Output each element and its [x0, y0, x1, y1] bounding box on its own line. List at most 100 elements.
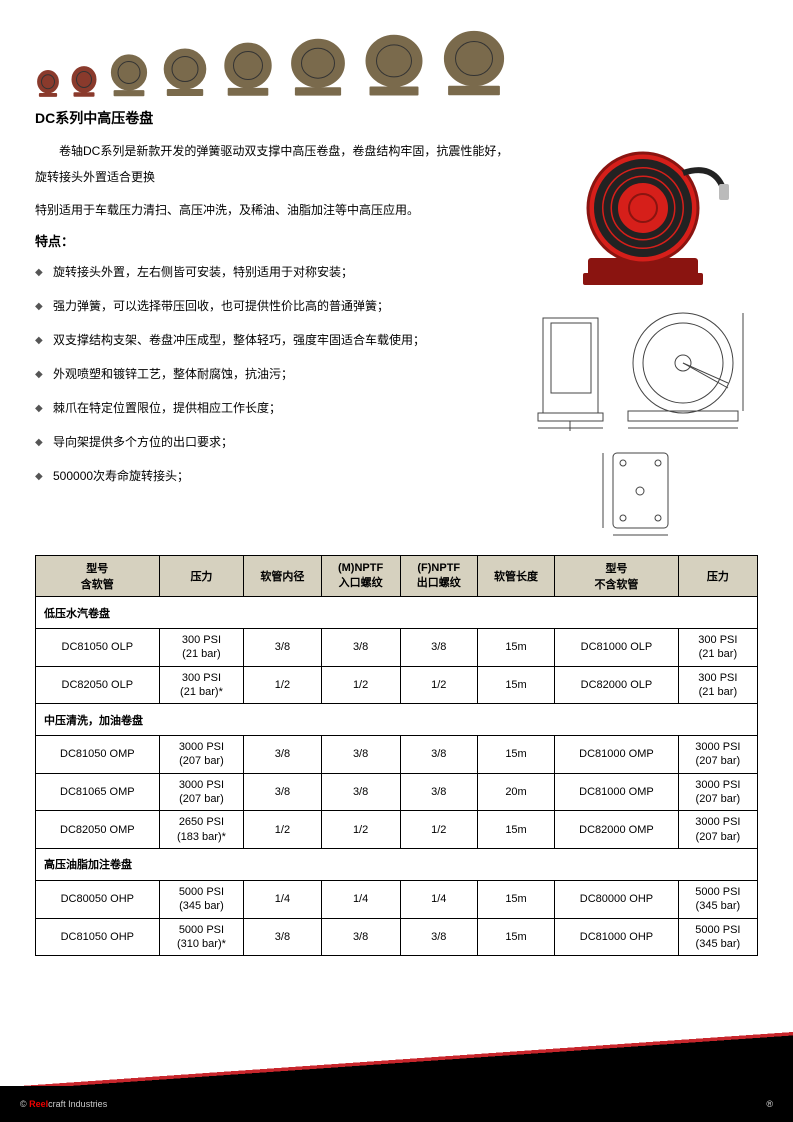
feature-item: 双支撑结构支架、卷盘冲压成型，整体轻巧，强度牢固适合车载使用；: [53, 328, 518, 352]
table-cell: 3/8: [321, 736, 400, 774]
table-cell: DC82050 OMP: [36, 811, 160, 849]
table-row: DC80050 OHP5000 PSI(345 bar)1/41/41/415m…: [36, 880, 758, 918]
product-photo: [553, 138, 733, 293]
table-cell: 3000 PSI(207 bar): [159, 773, 244, 811]
table-cell: 15m: [477, 880, 554, 918]
table-cell: 300 PSI(21 bar): [159, 629, 244, 667]
spec-table: 型号含软管压力软管内径(M)NPTF入口螺纹(F)NPTF出口螺纹软管长度型号不…: [35, 555, 758, 956]
table-cell: 3000 PSI(207 bar): [678, 736, 757, 774]
table-header-cell: 型号不含软管: [555, 556, 679, 597]
table-cell: 300 PSI(21 bar): [678, 666, 757, 704]
table-cell: 3/8: [400, 773, 477, 811]
table-cell: DC80000 OHP: [555, 880, 679, 918]
reel-thumbnail-icon: [359, 34, 429, 98]
features-heading: 特点：: [35, 231, 518, 250]
table-cell: 3/8: [400, 736, 477, 774]
table-cell: 3/8: [244, 773, 321, 811]
table-cell: 3/8: [400, 918, 477, 956]
table-cell: 3/8: [244, 736, 321, 774]
table-cell: 20m: [477, 773, 554, 811]
table-cell: DC82050 OLP: [36, 666, 160, 704]
table-cell: 15m: [477, 918, 554, 956]
header-product-images: [35, 30, 758, 98]
table-cell: 2650 PSI(183 bar)*: [159, 811, 244, 849]
feature-item: 旋转接头外置，左右侧皆可安装，特别适用于对称安装；: [53, 260, 518, 284]
table-section-row: 高压油脂加注卷盘: [36, 848, 758, 880]
footer-brand: © Reelcraft Industries: [20, 1099, 107, 1109]
table-cell: DC81065 OMP: [36, 773, 160, 811]
reel-thumbnail-icon: [69, 66, 99, 98]
table-cell: 1/2: [244, 666, 321, 704]
table-cell: DC81000 OHP: [555, 918, 679, 956]
reel-thumbnail-icon: [159, 48, 211, 98]
table-cell: 3/8: [321, 918, 400, 956]
table-cell: 1/2: [321, 811, 400, 849]
page-footer: © Reelcraft Industries ®: [0, 1032, 793, 1122]
table-cell: 3/8: [400, 629, 477, 667]
reel-thumbnail-icon: [107, 54, 151, 98]
intro-paragraph-2: 特别适用于车载压力清扫、高压冲洗，及稀油、油脂加注等中高压应用。: [35, 197, 518, 223]
table-section-row: 低压水汽卷盘: [36, 597, 758, 629]
table-cell: DC81050 OHP: [36, 918, 160, 956]
table-cell: 5000 PSI(345 bar): [678, 880, 757, 918]
table-cell: 3/8: [321, 629, 400, 667]
table-cell: 3/8: [321, 773, 400, 811]
table-cell: 1/2: [400, 811, 477, 849]
table-cell: 5000 PSI(345 bar): [159, 880, 244, 918]
table-cell: 15m: [477, 629, 554, 667]
table-cell: DC82000 OLP: [555, 666, 679, 704]
table-cell: DC81000 OMP: [555, 773, 679, 811]
table-header-cell: (M)NPTF入口螺纹: [321, 556, 400, 597]
table-cell: DC80050 OHP: [36, 880, 160, 918]
table-cell: 1/2: [321, 666, 400, 704]
table-row: DC81065 OMP3000 PSI(207 bar)3/83/83/820m…: [36, 773, 758, 811]
table-cell: 5000 PSI(310 bar)*: [159, 918, 244, 956]
table-cell: 15m: [477, 811, 554, 849]
table-cell: 5000 PSI(345 bar): [678, 918, 757, 956]
table-cell: DC82000 OMP: [555, 811, 679, 849]
table-header-cell: 压力: [678, 556, 757, 597]
reel-thumbnail-icon: [219, 42, 277, 98]
table-cell: DC81050 OLP: [36, 629, 160, 667]
table-cell: 300 PSI(21 bar)*: [159, 666, 244, 704]
feature-item: 导向架提供多个方位的出口要求；: [53, 430, 518, 454]
technical-drawing-base: [598, 443, 688, 543]
table-cell: 3000 PSI(207 bar): [159, 736, 244, 774]
table-row: DC81050 OMP3000 PSI(207 bar)3/83/83/815m…: [36, 736, 758, 774]
table-header-cell: 型号含软管: [36, 556, 160, 597]
footer-trademark: ®: [766, 1099, 773, 1109]
reel-thumbnail-icon: [437, 30, 511, 98]
technical-drawing-side: [533, 303, 753, 433]
table-section-row: 中压清洗，加油卷盘: [36, 704, 758, 736]
intro-paragraph-1: 卷轴DC系列是新款开发的弹簧驱动双支撑中高压卷盘，卷盘结构牢固，抗震性能好，旋转…: [35, 138, 518, 191]
features-list: 旋转接头外置，左右侧皆可安装，特别适用于对称安装； 强力弹簧，可以选择带压回收，也…: [35, 260, 518, 488]
table-header-cell: (F)NPTF出口螺纹: [400, 556, 477, 597]
feature-item: 外观喷塑和镀锌工艺，整体耐腐蚀，抗油污；: [53, 362, 518, 386]
table-cell: 15m: [477, 736, 554, 774]
table-cell: 300 PSI(21 bar): [678, 629, 757, 667]
table-cell: DC81050 OMP: [36, 736, 160, 774]
feature-item: 强力弹簧，可以选择带压回收，也可提供性价比高的普通弹簧；: [53, 294, 518, 318]
table-cell: 15m: [477, 666, 554, 704]
table-cell: DC81000 OLP: [555, 629, 679, 667]
table-row: DC81050 OLP300 PSI(21 bar)3/83/83/815mDC…: [36, 629, 758, 667]
table-header-cell: 软管长度: [477, 556, 554, 597]
feature-item: 500000次寿命旋转接头；: [53, 464, 518, 488]
table-cell: 1/2: [400, 666, 477, 704]
feature-item: 棘爪在特定位置限位，提供相应工作长度；: [53, 396, 518, 420]
table-header-cell: 压力: [159, 556, 244, 597]
table-cell: DC81000 OMP: [555, 736, 679, 774]
page-title: DC系列中高压卷盘: [35, 108, 758, 128]
reel-thumbnail-icon: [285, 38, 351, 98]
table-cell: 3/8: [244, 629, 321, 667]
table-cell: 3/8: [244, 918, 321, 956]
table-cell: 1/4: [321, 880, 400, 918]
table-cell: 1/4: [400, 880, 477, 918]
reel-thumbnail-icon: [35, 70, 61, 98]
table-header-cell: 软管内径: [244, 556, 321, 597]
table-row: DC81050 OHP5000 PSI(310 bar)*3/83/83/815…: [36, 918, 758, 956]
table-cell: 3000 PSI(207 bar): [678, 773, 757, 811]
table-cell: 3000 PSI(207 bar): [678, 811, 757, 849]
table-row: DC82050 OMP2650 PSI(183 bar)*1/21/21/215…: [36, 811, 758, 849]
table-cell: 1/4: [244, 880, 321, 918]
